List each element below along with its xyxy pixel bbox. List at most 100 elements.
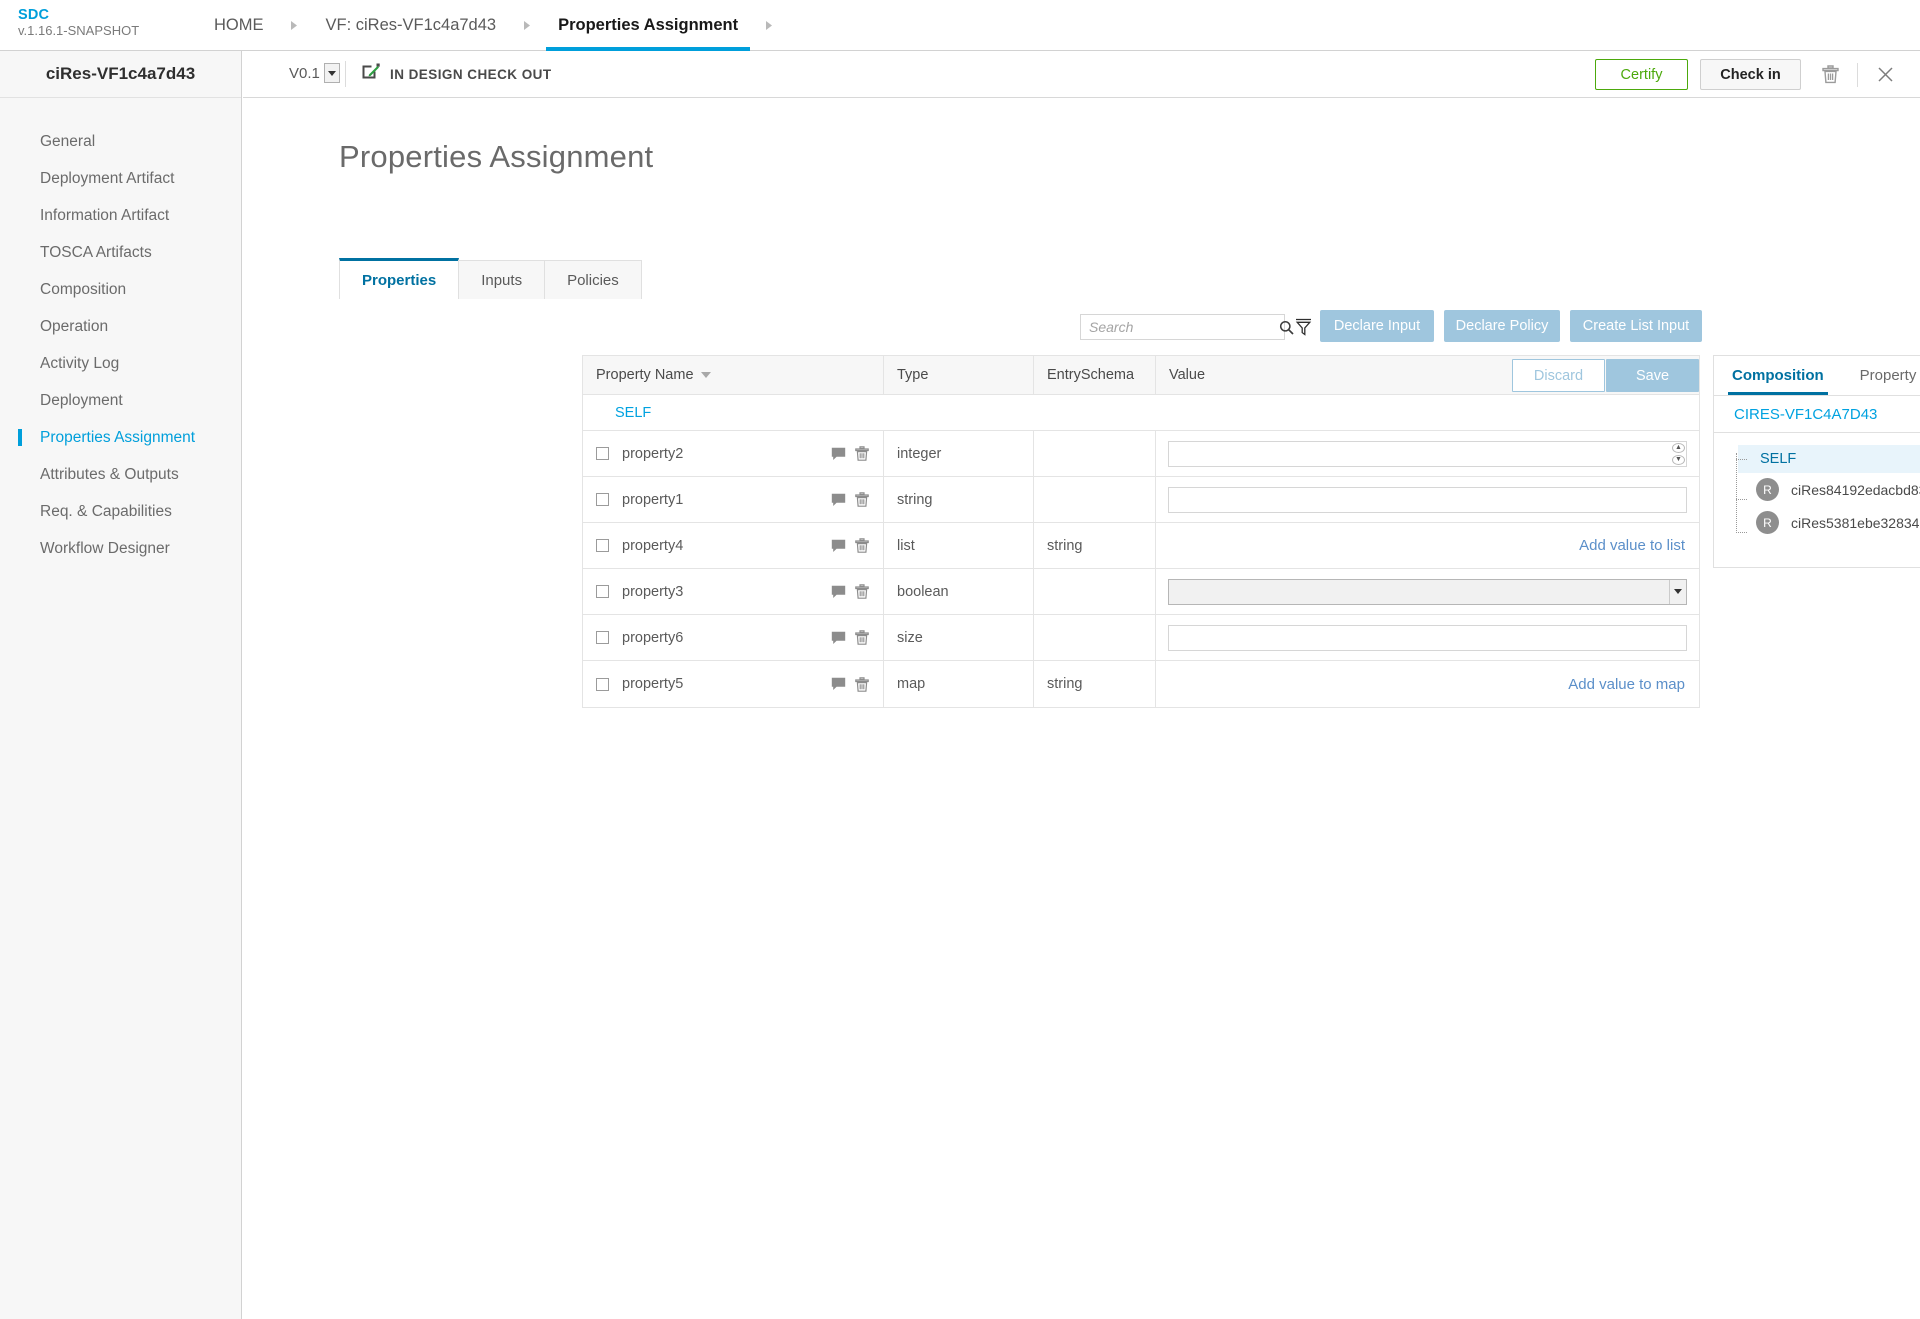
sidebar-item-general[interactable]: General (0, 123, 241, 160)
cell-property-name: property4 (583, 523, 884, 568)
column-header-property-name[interactable]: Property Name (583, 355, 884, 395)
tab-inputs[interactable]: Inputs (458, 260, 546, 299)
declare-policy-button[interactable]: Declare Policy (1444, 310, 1560, 342)
properties-table: Property Name Type EntrySchema Value Dis… (582, 355, 1700, 708)
trash-icon[interactable] (1817, 62, 1843, 88)
tree-node-self[interactable]: SELF (1738, 445, 1920, 473)
cell-value (1156, 477, 1699, 522)
cell-value: Add value to map (1156, 661, 1699, 707)
sidebar-item-operation[interactable]: Operation (0, 308, 241, 345)
discard-button[interactable]: Discard (1512, 359, 1605, 392)
row-checkbox[interactable] (596, 493, 609, 506)
comment-icon[interactable] (831, 631, 846, 645)
app-logo[interactable]: SDC v.1.16.1-SNAPSHOT (18, 7, 188, 39)
search-input[interactable] (1081, 315, 1279, 339)
asset-action-bar: V0.1 IN DESIGN CHECK OUT Certify Check i… (243, 51, 1920, 98)
trash-icon[interactable] (855, 584, 869, 599)
lifecycle-status: IN DESIGN CHECK OUT (361, 63, 552, 85)
sidebar-item-workflow-designer[interactable]: Workflow Designer (0, 530, 241, 567)
sidebar-item-deployment[interactable]: Deployment (0, 382, 241, 419)
add-value-to-map-link[interactable]: Add value to map (1568, 675, 1685, 693)
certify-button[interactable]: Certify (1595, 59, 1688, 90)
tree-node-label: ciRes5381ebe32834d6f9d94c 0 (1791, 514, 1920, 531)
trash-icon[interactable] (855, 630, 869, 645)
app-version: v.1.16.1-SNAPSHOT (18, 23, 140, 38)
sidebar-item-label: Deployment Artifact (40, 170, 175, 187)
sidebar-item-composition[interactable]: Composition (0, 271, 241, 308)
comment-icon[interactable] (831, 585, 846, 599)
breadcrumb-item-properties-assignment[interactable]: Properties Assignment (540, 0, 756, 51)
breadcrumb-label: VF: ciRes-VF1c4a7d43 (325, 16, 497, 34)
row-checkbox[interactable] (596, 539, 609, 552)
row-action-icons (831, 446, 883, 461)
cell-type: size (884, 615, 1034, 660)
row-checkbox[interactable] (596, 447, 609, 460)
filter-icon[interactable] (1291, 314, 1315, 340)
comment-icon[interactable] (831, 677, 846, 691)
column-header-entryschema[interactable]: EntrySchema (1034, 355, 1156, 395)
chevron-down-icon[interactable] (323, 63, 340, 83)
row-checkbox[interactable] (596, 585, 609, 598)
chevron-right-icon (282, 0, 308, 51)
sidebar-title: ciRes-VF1c4a7d43 (45, 64, 196, 83)
page-title: Properties Assignment (339, 139, 654, 174)
breadcrumb: HOME VF: ciRes-VF1c4a7d43 Properties Ass… (196, 0, 782, 51)
property-name-label: property1 (622, 491, 684, 508)
tab-composition[interactable]: Composition (1714, 356, 1842, 395)
create-list-input-button[interactable]: Create List Input (1570, 310, 1702, 342)
save-button[interactable]: Save (1606, 359, 1699, 392)
row-checkbox[interactable] (596, 631, 609, 644)
spinner-down-icon[interactable]: ▼ (1672, 454, 1685, 465)
sidebar-item-tosca-artifacts[interactable]: TOSCA Artifacts (0, 234, 241, 271)
sidebar-item-properties-assignment[interactable]: Properties Assignment (0, 419, 241, 456)
sidebar-item-deployment-artifact[interactable]: Deployment Artifact (0, 160, 241, 197)
sidebar-item-activity-log[interactable]: Activity Log (0, 345, 241, 382)
add-value-to-list-link[interactable]: Add value to list (1579, 537, 1685, 554)
search-icon[interactable] (1279, 320, 1294, 335)
divider (1857, 62, 1858, 87)
column-header-type[interactable]: Type (884, 355, 1034, 395)
search-box[interactable] (1080, 314, 1294, 340)
property-name-label: property5 (622, 676, 684, 692)
tab-policies[interactable]: Policies (544, 260, 642, 299)
composition-tree: SELF R ciRes84192edacbd839906a9b 0 R ciR… (1714, 433, 1920, 567)
sidebar-item-attributes-outputs[interactable]: Attributes & Outputs (0, 456, 241, 493)
sidebar-item-information-artifact[interactable]: Information Artifact (0, 197, 241, 234)
table-group-row-self[interactable]: SELF (583, 395, 1699, 431)
check-in-button[interactable]: Check in (1700, 59, 1801, 90)
row-checkbox[interactable] (596, 677, 609, 691)
trash-icon[interactable] (855, 446, 869, 461)
value-text-input[interactable] (1168, 624, 1687, 651)
cell-type: list (884, 523, 1034, 568)
close-icon[interactable] (1872, 62, 1898, 88)
declare-input-button[interactable]: Declare Input (1320, 310, 1434, 342)
app-name: SDC (18, 7, 50, 23)
tree-node-resource[interactable]: R ciRes5381ebe32834d6f9d94c 0 (1756, 506, 1920, 539)
comment-icon[interactable] (831, 447, 846, 461)
sidebar-item-req-capabilities[interactable]: Req. & Capabilities (0, 493, 241, 530)
composition-root-label[interactable]: CIRES-VF1C4A7D43 (1714, 396, 1920, 433)
row-action-icons (831, 676, 883, 692)
number-spinner[interactable]: ▲ ▼ (1671, 441, 1686, 466)
comment-icon[interactable] (831, 493, 846, 507)
cell-entryschema: string (1034, 523, 1156, 568)
breadcrumb-item-home[interactable]: HOME (196, 0, 282, 51)
value-boolean-select[interactable] (1168, 578, 1687, 605)
tab-property-structure[interactable]: Property Structure (1842, 356, 1920, 395)
value-text-input[interactable] (1168, 486, 1687, 513)
row-action-icons (831, 630, 883, 645)
trash-icon[interactable] (855, 492, 869, 507)
version-selector[interactable]: V0.1 (289, 63, 340, 83)
breadcrumb-item-vf[interactable]: VF: ciRes-VF1c4a7d43 (308, 0, 515, 51)
comment-icon[interactable] (831, 539, 846, 553)
column-header-value[interactable]: Value (1169, 366, 1206, 383)
spinner-up-icon[interactable]: ▲ (1672, 442, 1685, 453)
trash-icon[interactable] (855, 538, 869, 553)
table-header-row: Property Name Type EntrySchema Value Dis… (583, 355, 1699, 395)
trash-icon[interactable] (855, 676, 869, 692)
tree-node-resource[interactable]: R ciRes84192edacbd839906a9b 0 (1756, 473, 1920, 506)
sidebar-menu: General Deployment Artifact Information … (0, 98, 241, 567)
tab-properties[interactable]: Properties (339, 258, 460, 299)
property-name-label: property4 (622, 537, 684, 554)
value-number-input[interactable] (1168, 440, 1687, 467)
